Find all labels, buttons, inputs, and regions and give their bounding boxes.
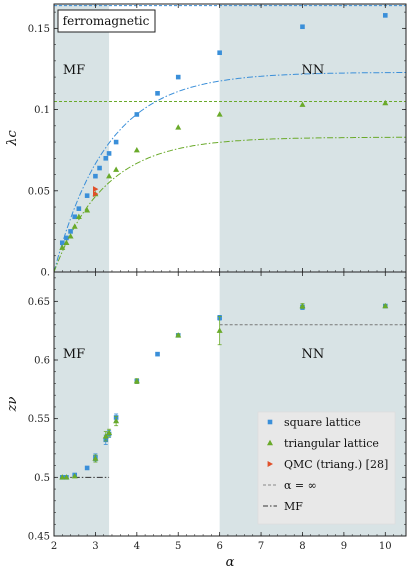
y-axis-label: zν	[5, 397, 20, 413]
data-point	[84, 465, 90, 471]
x-tick-label: 4	[134, 541, 140, 552]
data-point	[71, 472, 78, 479]
x-tick-label: 3	[92, 541, 98, 552]
data-point	[299, 302, 306, 309]
data-point	[382, 13, 388, 18]
data-point	[133, 146, 140, 153]
data-point	[59, 240, 65, 246]
data-point	[106, 151, 112, 156]
data-point	[106, 429, 113, 435]
data-point	[106, 172, 113, 179]
data-point	[76, 206, 82, 211]
data-point	[84, 193, 90, 198]
data-point	[63, 239, 70, 245]
data-point	[300, 24, 305, 30]
legend-entry-label: square lattice	[284, 416, 361, 429]
data-point	[382, 302, 389, 309]
y-tick-label: 0.65	[28, 297, 50, 308]
data-point	[155, 351, 160, 357]
data-point	[75, 213, 82, 219]
y-tick-label: 0.45	[28, 532, 50, 543]
data-point	[299, 101, 306, 107]
data-point	[175, 74, 181, 80]
data-point	[113, 417, 120, 424]
mf-curve	[53, 72, 406, 273]
x-tick-label: 9	[341, 541, 347, 552]
plot-frame	[53, 271, 407, 537]
region-label-nn: NN	[301, 347, 324, 362]
region-label-mf: MF	[63, 63, 85, 78]
data-point	[68, 229, 73, 234]
y-tick-label: 0.15	[28, 24, 50, 35]
data-point	[217, 50, 222, 56]
bottom-panel-chart: MF NN 0.45 0.5 0.55 0.6 0.65 2 3 4 5 6 7 8 9 10 zν α squar…	[5, 271, 407, 570]
chart-title: ferromagnetic	[63, 14, 150, 28]
y-tick-label: 0.	[40, 268, 50, 279]
mf-curve	[53, 136, 406, 273]
data-point	[175, 124, 182, 130]
legend-marker	[267, 461, 273, 467]
x-tick-label: 6	[216, 541, 222, 552]
y-tick-label: 0.5	[34, 473, 50, 484]
data-point	[71, 223, 78, 229]
data-point	[67, 233, 74, 239]
region-label-mf: MF	[63, 347, 85, 362]
legend-entry-label: QMC (triang.) [28]	[284, 458, 388, 471]
data-point	[93, 191, 99, 198]
data-point	[216, 111, 223, 117]
data-point	[93, 173, 98, 179]
legend-marker	[267, 419, 273, 425]
data-point	[134, 112, 140, 117]
x-tick-label: 2	[51, 541, 57, 552]
data-point	[175, 332, 182, 338]
legend: square lattice triangular lattice QMC (tri…	[257, 411, 396, 525]
data-point	[216, 327, 223, 333]
x-axis-label: α	[226, 555, 235, 570]
data-point	[155, 91, 160, 96]
region-shade-mf	[54, 272, 110, 536]
data-point	[64, 235, 69, 241]
legend-entry-label: α = ∞	[284, 479, 317, 492]
x-tick-label: 10	[379, 541, 392, 552]
data-point	[63, 474, 70, 480]
legend-entry-label: MF	[284, 500, 303, 513]
data-point	[97, 165, 102, 171]
data-point	[113, 139, 119, 145]
data-point	[133, 377, 140, 384]
x-tick-label: 5	[175, 541, 181, 552]
data-point	[59, 244, 66, 250]
data-point	[59, 474, 66, 480]
region-label-nn: NN	[301, 63, 324, 78]
legend-box	[257, 411, 396, 525]
top-panel-chart: MF NN 0. 0.05 0.1 0.15 λc ferromagnetic	[5, 3, 407, 279]
data-point	[382, 99, 389, 106]
region-shade-mf	[54, 4, 110, 272]
x-tick-label: 7	[258, 541, 264, 552]
y-tick-label: 0.6	[34, 356, 50, 367]
title-box	[57, 9, 156, 33]
data-point	[84, 207, 91, 213]
data-point	[92, 455, 99, 461]
legend-entry-label: triangular lattice	[284, 437, 379, 450]
data-point	[93, 186, 99, 193]
data-point	[102, 433, 109, 439]
data-point	[113, 166, 120, 172]
legend-marker	[267, 439, 273, 446]
data-point	[103, 156, 109, 161]
y-tick-label: 0.1	[34, 105, 50, 116]
y-tick-label: 0.55	[28, 414, 50, 425]
data-point	[72, 214, 78, 220]
x-tick-label: 8	[299, 541, 305, 552]
y-axis-label: λc	[5, 130, 20, 147]
y-tick-label: 0.05	[28, 186, 50, 197]
